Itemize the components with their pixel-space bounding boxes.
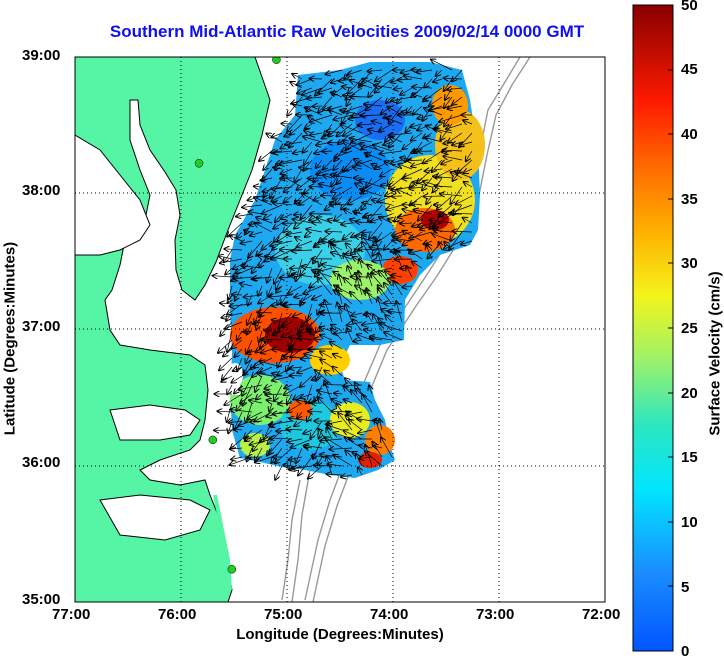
- radar-station-marker: [228, 565, 236, 573]
- velocity-region: [421, 210, 449, 230]
- colorbar: [633, 5, 673, 651]
- radar-station-marker: [209, 436, 217, 444]
- data-gap: [227, 363, 243, 387]
- velocity-region: [365, 425, 395, 455]
- radar-station-marker: [195, 159, 203, 167]
